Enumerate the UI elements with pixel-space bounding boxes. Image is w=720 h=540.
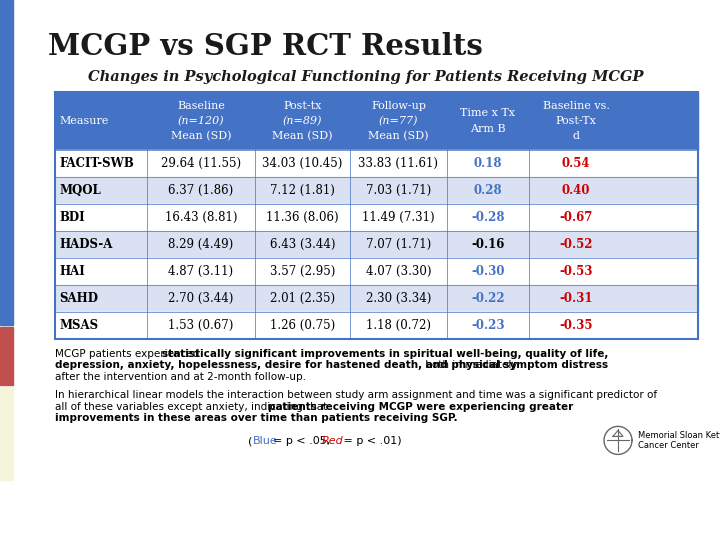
Text: Mean (SD): Mean (SD) [272,131,333,141]
Text: 11.36 (8.06): 11.36 (8.06) [266,211,339,224]
Text: 8.29 (4.49): 8.29 (4.49) [168,238,233,251]
Text: 0.54: 0.54 [562,157,590,170]
Text: -0.67: -0.67 [559,211,593,224]
Text: -0.22: -0.22 [471,292,505,305]
Text: HAI: HAI [59,265,85,278]
Text: 3.57 (2.95): 3.57 (2.95) [270,265,336,278]
Text: HADS-A: HADS-A [59,238,112,251]
Text: Baseline: Baseline [177,101,225,111]
Text: Blue: Blue [253,436,278,447]
Text: 2.70 (3.44): 2.70 (3.44) [168,292,234,305]
Bar [55,150,698,177]
Text: 6.37 (1.86): 6.37 (1.86) [168,184,233,197]
Text: MQOL: MQOL [59,184,101,197]
Text: -0.53: -0.53 [559,265,593,278]
Text: Time x Tx: Time x Tx [461,109,516,118]
Bar [0,387,13,480]
Text: -0.28: -0.28 [472,211,505,224]
Text: Measure: Measure [59,116,109,126]
Bar [55,258,698,285]
Bar [55,92,698,150]
Text: both immediately: both immediately [422,361,518,370]
Text: 6.43 (3.44): 6.43 (3.44) [270,238,336,251]
Text: Follow-up: Follow-up [371,101,426,111]
Text: Post-tx: Post-tx [283,101,322,111]
Text: 2.30 (3.34): 2.30 (3.34) [366,292,431,305]
Text: 11.49 (7.31): 11.49 (7.31) [362,211,435,224]
Text: 29.64 (11.55): 29.64 (11.55) [161,157,241,170]
Text: MCGP vs SGP RCT Results: MCGP vs SGP RCT Results [48,32,483,61]
Bar [0,327,13,385]
Text: 1.53 (0.67): 1.53 (0.67) [168,319,234,332]
Text: BDI: BDI [59,211,85,224]
Text: 0.40: 0.40 [562,184,590,197]
Text: FACIT-SWB: FACIT-SWB [59,157,134,170]
Text: In hierarchical linear models the interaction between study arm assignment and t: In hierarchical linear models the intera… [55,390,657,400]
Bar [55,231,698,258]
Text: 7.12 (1.81): 7.12 (1.81) [270,184,335,197]
Text: -0.16: -0.16 [472,238,505,251]
Bar [55,177,698,204]
Text: statistically significant improvements in spiritual well-being, quality of life,: statistically significant improvements i… [162,349,608,359]
Text: improvements in these areas over time than patients receiving SGP.: improvements in these areas over time th… [55,414,458,423]
Text: patients receiving MCGP were experiencing greater: patients receiving MCGP were experiencin… [268,402,573,412]
Text: Mean (SD): Mean (SD) [368,131,428,141]
Text: (: ( [248,436,253,447]
Text: SAHD: SAHD [59,292,98,305]
Text: Memorial Sloan Kettering: Memorial Sloan Kettering [638,431,720,440]
Text: 0.18: 0.18 [474,157,503,170]
Text: depression, anxiety, hopelessness, desire for hastened death, and physical sympt: depression, anxiety, hopelessness, desir… [55,361,608,370]
Bar [55,92,698,339]
Text: 1.26 (0.75): 1.26 (0.75) [270,319,335,332]
Text: Mean (SD): Mean (SD) [171,131,231,141]
Text: (n=89): (n=89) [283,116,323,126]
Text: (n=120): (n=120) [178,116,225,126]
Text: MCGP patients experienced: MCGP patients experienced [55,349,202,359]
Bar [0,0,13,325]
Text: 34.03 (10.45): 34.03 (10.45) [262,157,343,170]
Text: 16.43 (8.81): 16.43 (8.81) [165,211,238,224]
Text: Baseline vs.: Baseline vs. [543,101,609,111]
Text: (n=77): (n=77) [379,116,418,126]
Text: -0.30: -0.30 [472,265,505,278]
Text: 0.28: 0.28 [474,184,503,197]
Text: = p < .05,: = p < .05, [273,436,334,447]
Text: 7.03 (1.71): 7.03 (1.71) [366,184,431,197]
Text: 7.07 (1.71): 7.07 (1.71) [366,238,431,251]
Text: = p < .01): = p < .01) [340,436,402,447]
Text: -0.35: -0.35 [559,319,593,332]
Text: 2.01 (2.35): 2.01 (2.35) [270,292,335,305]
Text: -0.52: -0.52 [559,238,593,251]
Text: -0.31: -0.31 [559,292,593,305]
Bar [55,285,698,312]
Text: all of these variables except anxiety, indicating that: all of these variables except anxiety, i… [55,402,330,412]
Text: 4.07 (3.30): 4.07 (3.30) [366,265,431,278]
Text: 33.83 (11.61): 33.83 (11.61) [359,157,438,170]
Text: Arm B: Arm B [470,124,506,133]
Text: 4.87 (3.11): 4.87 (3.11) [168,265,233,278]
Bar [55,312,698,339]
Text: d: d [572,131,580,141]
Text: 1.18 (0.72): 1.18 (0.72) [366,319,431,332]
Text: Cancer Center: Cancer Center [638,441,699,450]
Bar [55,204,698,231]
Text: Post-Tx: Post-Tx [556,116,596,126]
Text: Changes in Psychological Functioning for Patients Receiving MCGP: Changes in Psychological Functioning for… [88,70,644,84]
Text: after the intervention and at 2-month follow-up.: after the intervention and at 2-month fo… [55,372,306,382]
Text: -0.23: -0.23 [471,319,505,332]
Text: MSAS: MSAS [59,319,98,332]
Text: Red: Red [322,436,343,447]
